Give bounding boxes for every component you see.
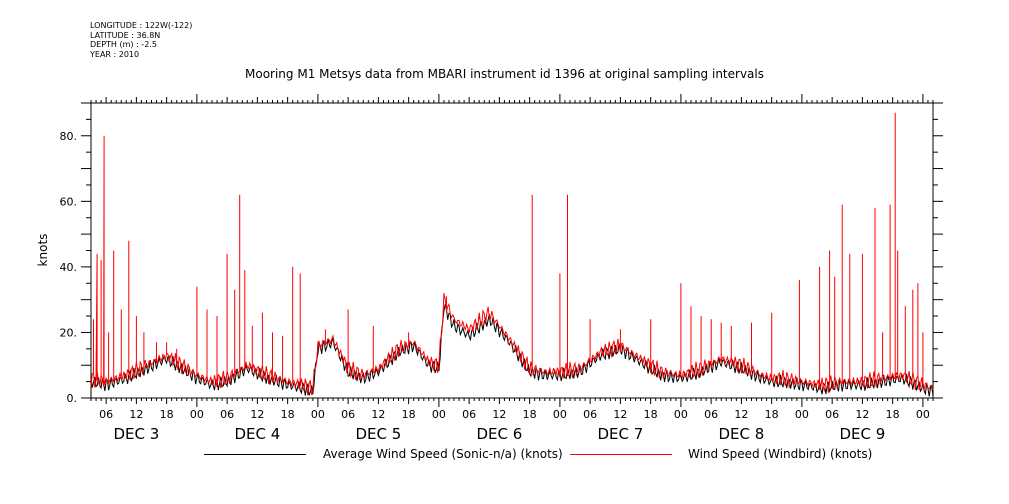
x-tick-label: 12 [250,408,264,421]
x-tick-label: 06 [220,408,234,421]
x-tick-label: 00 [795,408,809,421]
day-label: DEC 9 [839,425,885,443]
legend-label-average: Average Wind Speed (Sonic-n/a) (knots) [323,447,563,461]
legend-label-windbird: Wind Speed (Windbird) (knots) [688,447,873,461]
y-axis-labels: 0. 20. 40. 60. 80. [60,130,78,405]
x-tick-label: 00 [432,408,446,421]
y-tick-label: 60. [60,195,78,208]
y-tick-label: 0. [67,392,78,405]
year-text: YEAR : 2010 [90,49,140,59]
x-tick-label: 00 [311,408,325,421]
longitude-text: LONGITUDE : 122W(-122) [90,21,193,30]
x-tick-label: 12 [129,408,143,421]
x-tick-label: 00 [190,408,204,421]
series-line-windbird [90,112,934,396]
x-tick-label: 18 [886,408,900,421]
x-tick-label: 18 [765,408,779,421]
day-label: DEC 3 [113,425,159,443]
chart-title: Mooring M1 Metsys data from MBARI instru… [245,67,764,81]
y-tick-label: 20. [60,326,78,339]
x-tick-label: 06 [341,408,355,421]
x-tick-label: 18 [160,408,174,421]
x-tick-label: 18 [281,408,295,421]
legend-line-red [570,454,672,455]
x-axis-ticks [90,94,934,407]
day-label: DEC 8 [718,425,764,443]
y-tick-label: 40. [60,261,78,274]
x-tick-label: 00 [674,408,688,421]
x-tick-label: 06 [704,408,718,421]
day-label: DEC 6 [476,425,522,443]
x-tick-label: 12 [613,408,627,421]
x-tick-label: 12 [855,408,869,421]
y-tick-label: 80. [60,130,78,143]
y-axis-label: knots [36,234,50,267]
x-tick-label: 18 [644,408,658,421]
x-tick-label: 18 [402,408,416,421]
x-tick-label: 06 [462,408,476,421]
x-axis-labels: 06 12 18 00 06 12 18 00 06 12 18 00 06 12 18 00 06 12 18 00… [99,408,930,443]
x-tick-label: 12 [371,408,385,421]
day-label: DEC 7 [597,425,643,443]
metadata-block: LONGITUDE : 122W(-122) LATITUDE : 36.8N … [90,21,192,59]
latitude-text: LATITUDE : 36.8N [90,30,161,40]
legend-line-black [204,454,306,455]
day-label: DEC 5 [355,425,401,443]
x-tick-label: 12 [492,408,506,421]
x-tick-label: 06 [99,408,113,421]
series-layer [90,112,934,397]
x-tick-label: 12 [734,408,748,421]
x-tick-label: 06 [825,408,839,421]
y-axis-ticks [81,102,943,399]
depth-text: DEPTH (m) : -2.5 [90,40,157,49]
x-tick-label: 00 [553,408,567,421]
x-tick-label: 00 [916,408,930,421]
x-tick-label: 06 [583,408,597,421]
day-label: DEC 4 [234,425,280,443]
x-tick-label: 18 [523,408,537,421]
